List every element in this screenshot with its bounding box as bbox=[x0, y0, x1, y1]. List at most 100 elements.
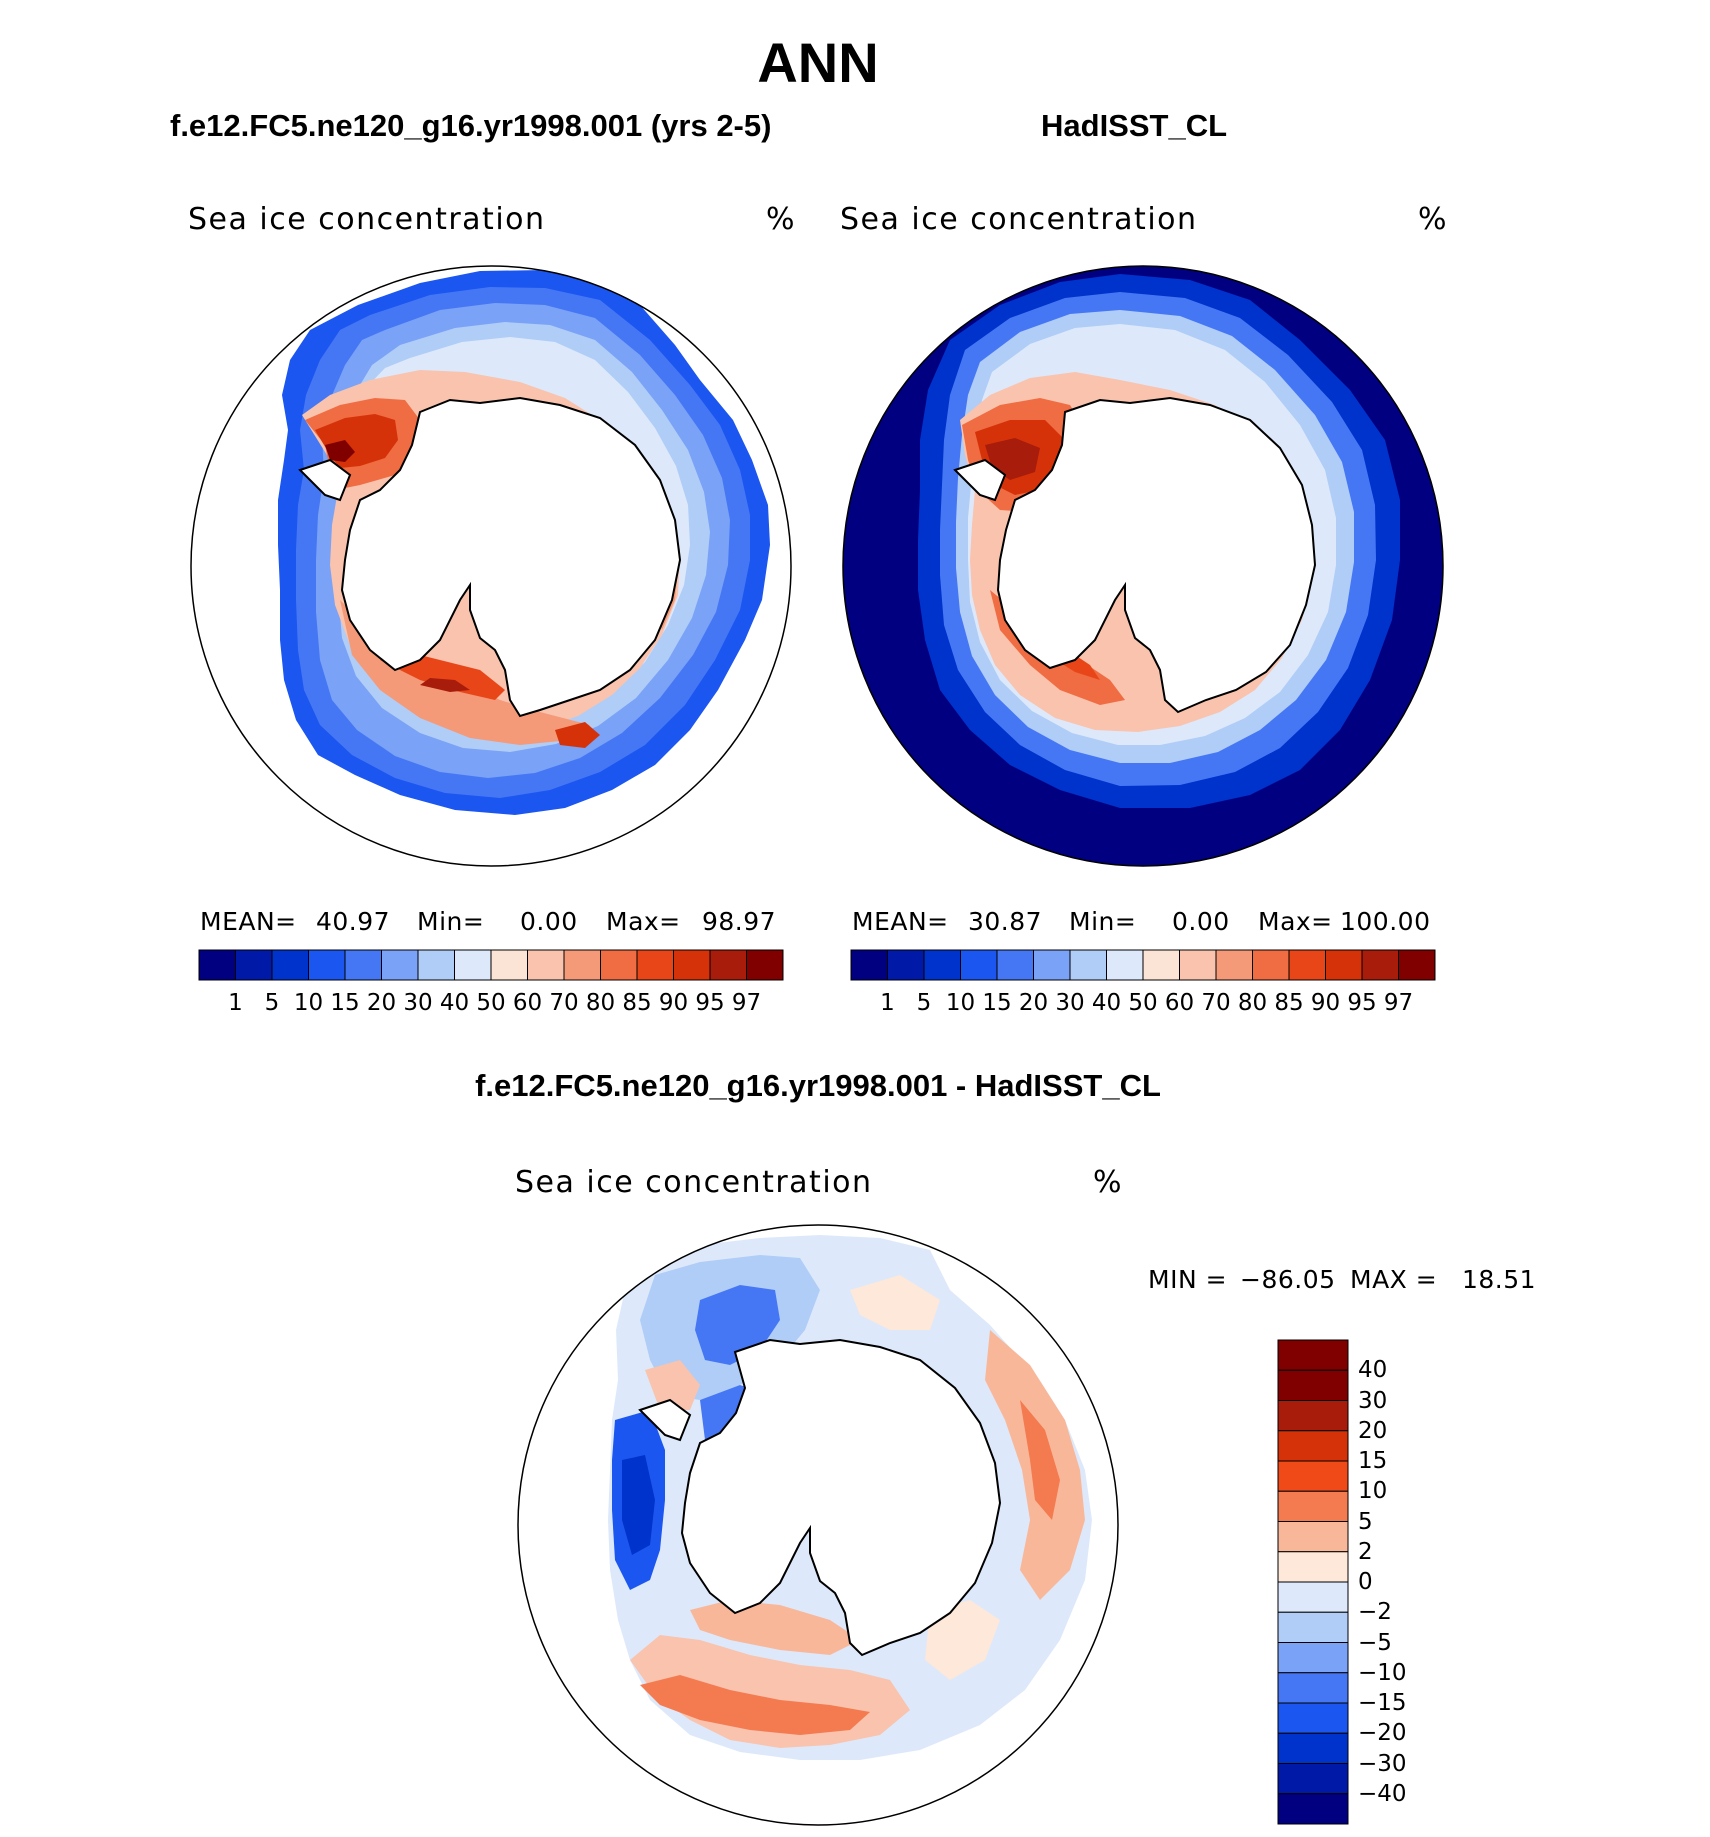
colorbar-tick-label: 95 bbox=[695, 990, 725, 1016]
colorbar-segment bbox=[1277, 1369, 1349, 1401]
colorbar-segment bbox=[709, 949, 747, 981]
colorbar-segment bbox=[746, 949, 784, 981]
right-variable-label: Sea ice concentration bbox=[840, 202, 1198, 237]
colorbar-segment bbox=[1361, 949, 1399, 981]
colorbar-segment bbox=[381, 949, 419, 981]
left-ice-field bbox=[278, 270, 770, 815]
right-max-label: Max= bbox=[1258, 907, 1333, 936]
colorbar-tick-label: −30 bbox=[1358, 1750, 1407, 1777]
left-max-value: 98.97 bbox=[702, 907, 777, 936]
colorbar-segment bbox=[308, 949, 346, 981]
colorbar-tick-label: 0 bbox=[1358, 1569, 1373, 1595]
colorbar-tick-label: 40 bbox=[1358, 1357, 1388, 1384]
colorbar-segment bbox=[960, 949, 998, 981]
colorbar-segment bbox=[1277, 1581, 1349, 1613]
colorbar-tick-label: −2 bbox=[1358, 1599, 1392, 1626]
right-units-label: % bbox=[1418, 202, 1447, 237]
colorbar-segment bbox=[1398, 949, 1436, 981]
colorbar-tick-label: 5 bbox=[264, 990, 280, 1016]
colorbar-tick-label: 15 bbox=[330, 990, 360, 1016]
colorbar-segment bbox=[850, 949, 888, 981]
left-variable-label: Sea ice concentration bbox=[188, 202, 546, 237]
right-min-value: 0.00 bbox=[1172, 907, 1230, 936]
diff-max-value: 18.51 bbox=[1462, 1265, 1537, 1294]
colorbar-segment bbox=[1325, 949, 1363, 981]
colorbar-tick-label: 5 bbox=[916, 990, 932, 1016]
colorbar-tick-label: 70 bbox=[549, 990, 579, 1016]
colorbar-segment bbox=[600, 949, 638, 981]
colorbar-segment bbox=[1277, 1611, 1349, 1643]
colorbar-tick-label: 80 bbox=[585, 990, 616, 1016]
colorbar-segment bbox=[1277, 1642, 1349, 1674]
colorbar-segment bbox=[1288, 949, 1326, 981]
colorbar-tick-label: −10 bbox=[1358, 1659, 1407, 1686]
colorbar-segment bbox=[344, 949, 382, 981]
colorbar-tick-label: 15 bbox=[982, 990, 1012, 1016]
right-mean-value: 30.87 bbox=[968, 907, 1043, 936]
colorbar-segment bbox=[636, 949, 674, 981]
diff-field bbox=[608, 1235, 1092, 1760]
right-min-label: Min= bbox=[1069, 907, 1137, 936]
colorbar-tick-label: 50 bbox=[476, 990, 506, 1016]
right-panel-title: HadISST_CL bbox=[1041, 108, 1228, 143]
colorbar-tick-label: 15 bbox=[1358, 1448, 1388, 1474]
diff-colorbar bbox=[1277, 1339, 1349, 1825]
diff-max-label: MAX = bbox=[1350, 1265, 1438, 1294]
colorbar-tick-label: 30 bbox=[1055, 990, 1085, 1016]
colorbar-segment bbox=[673, 949, 711, 981]
colorbar-tick-label: 5 bbox=[1358, 1508, 1373, 1535]
colorbar-segment bbox=[1277, 1400, 1349, 1432]
figure-title: ANN bbox=[757, 31, 879, 94]
right-colorbar bbox=[850, 949, 1436, 981]
left-units-label: % bbox=[766, 202, 795, 237]
colorbar-tick-label: 10 bbox=[945, 990, 976, 1016]
colorbar-tick-label: 2 bbox=[1358, 1538, 1373, 1565]
colorbar-tick-label: −20 bbox=[1358, 1720, 1407, 1747]
colorbar-tick-label: 50 bbox=[1128, 990, 1158, 1016]
colorbar-segment bbox=[271, 949, 309, 981]
colorbar-tick-label: 1 bbox=[880, 990, 895, 1016]
right-ice-field bbox=[843, 266, 1443, 866]
colorbar-tick-label: 40 bbox=[439, 990, 470, 1016]
diff-variable-label: Sea ice concentration bbox=[515, 1165, 873, 1200]
colorbar-segment bbox=[1069, 949, 1107, 981]
colorbar-tick-label: 90 bbox=[658, 990, 689, 1016]
colorbar-segment bbox=[1277, 1672, 1349, 1704]
colorbar-segment bbox=[1277, 1521, 1349, 1553]
colorbar-segment bbox=[1277, 1430, 1349, 1462]
colorbar-tick-label: 97 bbox=[731, 990, 762, 1016]
left-max-label: Max= bbox=[606, 907, 681, 936]
colorbar-segment bbox=[1277, 1732, 1349, 1764]
colorbar-tick-label: 85 bbox=[622, 990, 652, 1016]
colorbar-tick-label: 60 bbox=[1164, 990, 1195, 1016]
colorbar-tick-label: 20 bbox=[1358, 1417, 1388, 1444]
colorbar-segment bbox=[996, 949, 1034, 981]
colorbar-segment bbox=[1277, 1551, 1349, 1583]
colorbar-tick-label: 40 bbox=[1091, 990, 1122, 1016]
colorbar-segment bbox=[1215, 949, 1253, 981]
colorbar-segment bbox=[1277, 1490, 1349, 1522]
colorbar-tick-label: 10 bbox=[1358, 1478, 1388, 1505]
left-mean-value: 40.97 bbox=[316, 907, 391, 936]
colorbar-tick-label: 10 bbox=[293, 990, 324, 1016]
left-min-label: Min= bbox=[417, 907, 485, 936]
colorbar-segment bbox=[1277, 1339, 1349, 1371]
colorbar-tick-label: 20 bbox=[366, 990, 397, 1016]
colorbar-tick-label: 60 bbox=[512, 990, 543, 1016]
left-min-value: 0.00 bbox=[520, 907, 578, 936]
colorbar-tick-label: −40 bbox=[1358, 1780, 1407, 1807]
colorbar-segment bbox=[1106, 949, 1144, 981]
colorbar-segment bbox=[887, 949, 925, 981]
colorbar-tick-label: 80 bbox=[1237, 990, 1268, 1016]
colorbar-tick-label: 97 bbox=[1383, 990, 1414, 1016]
colorbar-segment bbox=[1277, 1763, 1349, 1795]
colorbar-tick-label: 70 bbox=[1201, 990, 1231, 1016]
colorbar-tick-label: −5 bbox=[1358, 1629, 1392, 1656]
right-max-value: 100.00 bbox=[1340, 907, 1431, 936]
colorbar-segment bbox=[563, 949, 601, 981]
diff-min-value: −86.05 bbox=[1240, 1265, 1336, 1294]
